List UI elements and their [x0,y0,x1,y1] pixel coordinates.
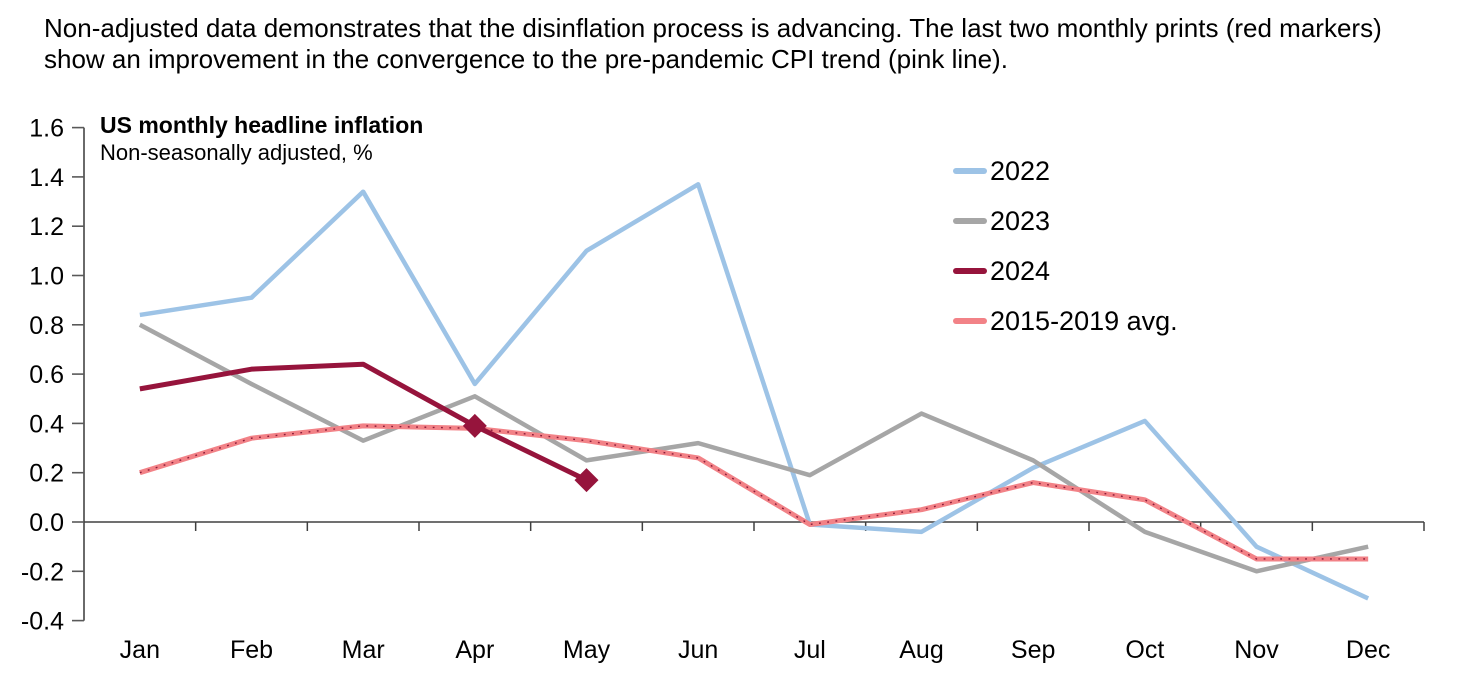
legend-item-2015-2019-avg-: 2015-2019 avg. [953,296,1178,346]
x-axis-label: Jun [678,636,718,664]
y-axis-tick-label: -0.4 [21,608,64,636]
x-axis-label: Dec [1346,636,1390,664]
x-axis-label: Sep [1011,636,1055,664]
x-axis-label: Feb [230,636,273,664]
legend-label: 2023 [990,205,1051,236]
x-axis-label: Apr [455,636,494,664]
legend-label: 2022 [990,155,1051,186]
legend-swatch [953,168,987,174]
x-axis-label: Aug [899,636,943,664]
legend-swatch [953,268,987,274]
header-text: Non-adjusted data demonstrates that the … [44,13,1439,75]
series-line-2015-2019-avg- [139,423,1369,562]
x-axis-label: Mar [342,636,385,664]
y-axis-tick-label: 0.6 [29,361,64,389]
x-axis-label: Jul [794,636,826,664]
x-axis-label: May [563,636,611,664]
legend-swatch [953,218,987,224]
header-line-2: show an improvement in the convergence t… [44,44,1008,74]
legend-item-2023: 2023 [953,196,1178,246]
x-axis-label: Jan [120,636,160,664]
marker-diamond-apr [462,413,487,438]
legend-label: 2024 [990,255,1051,286]
legend-item-2024: 2024 [953,246,1178,296]
header-line-1: Non-adjusted data demonstrates that the … [44,13,1382,43]
y-axis-tick-label: 1.4 [29,164,64,192]
y-axis-tick-label: 1.0 [29,263,64,291]
legend-label: 2015-2019 avg. [990,305,1178,336]
chart-subtitle: Non-seasonally adjusted, % [100,140,373,165]
chart-legend: 2022 2023 2024 2015-2019 avg. [953,146,1178,346]
series-line-2022 [139,182,1370,601]
chart-title: US monthly headline inflation [100,112,424,138]
legend-item-2022: 2022 [953,146,1178,196]
y-axis-tick-label: 0.4 [29,410,64,438]
series-line-2023 [138,322,1369,574]
y-axis-tick-label: 0.8 [29,312,64,340]
x-axis-label: Oct [1125,636,1164,664]
series-dotted-overlay [139,425,1369,560]
y-axis-tick-label: 0.2 [29,460,64,488]
y-axis-tick-label: 1.2 [29,213,64,241]
y-axis-tick-label: 0.0 [29,509,64,537]
marker-diamond-may [574,468,599,493]
series-line-2024 [139,361,588,483]
legend-swatch [953,318,987,324]
x-axis-label: Nov [1234,636,1279,664]
y-axis-tick-label: -0.2 [21,558,64,586]
y-axis-tick-label: 1.6 [29,115,64,143]
